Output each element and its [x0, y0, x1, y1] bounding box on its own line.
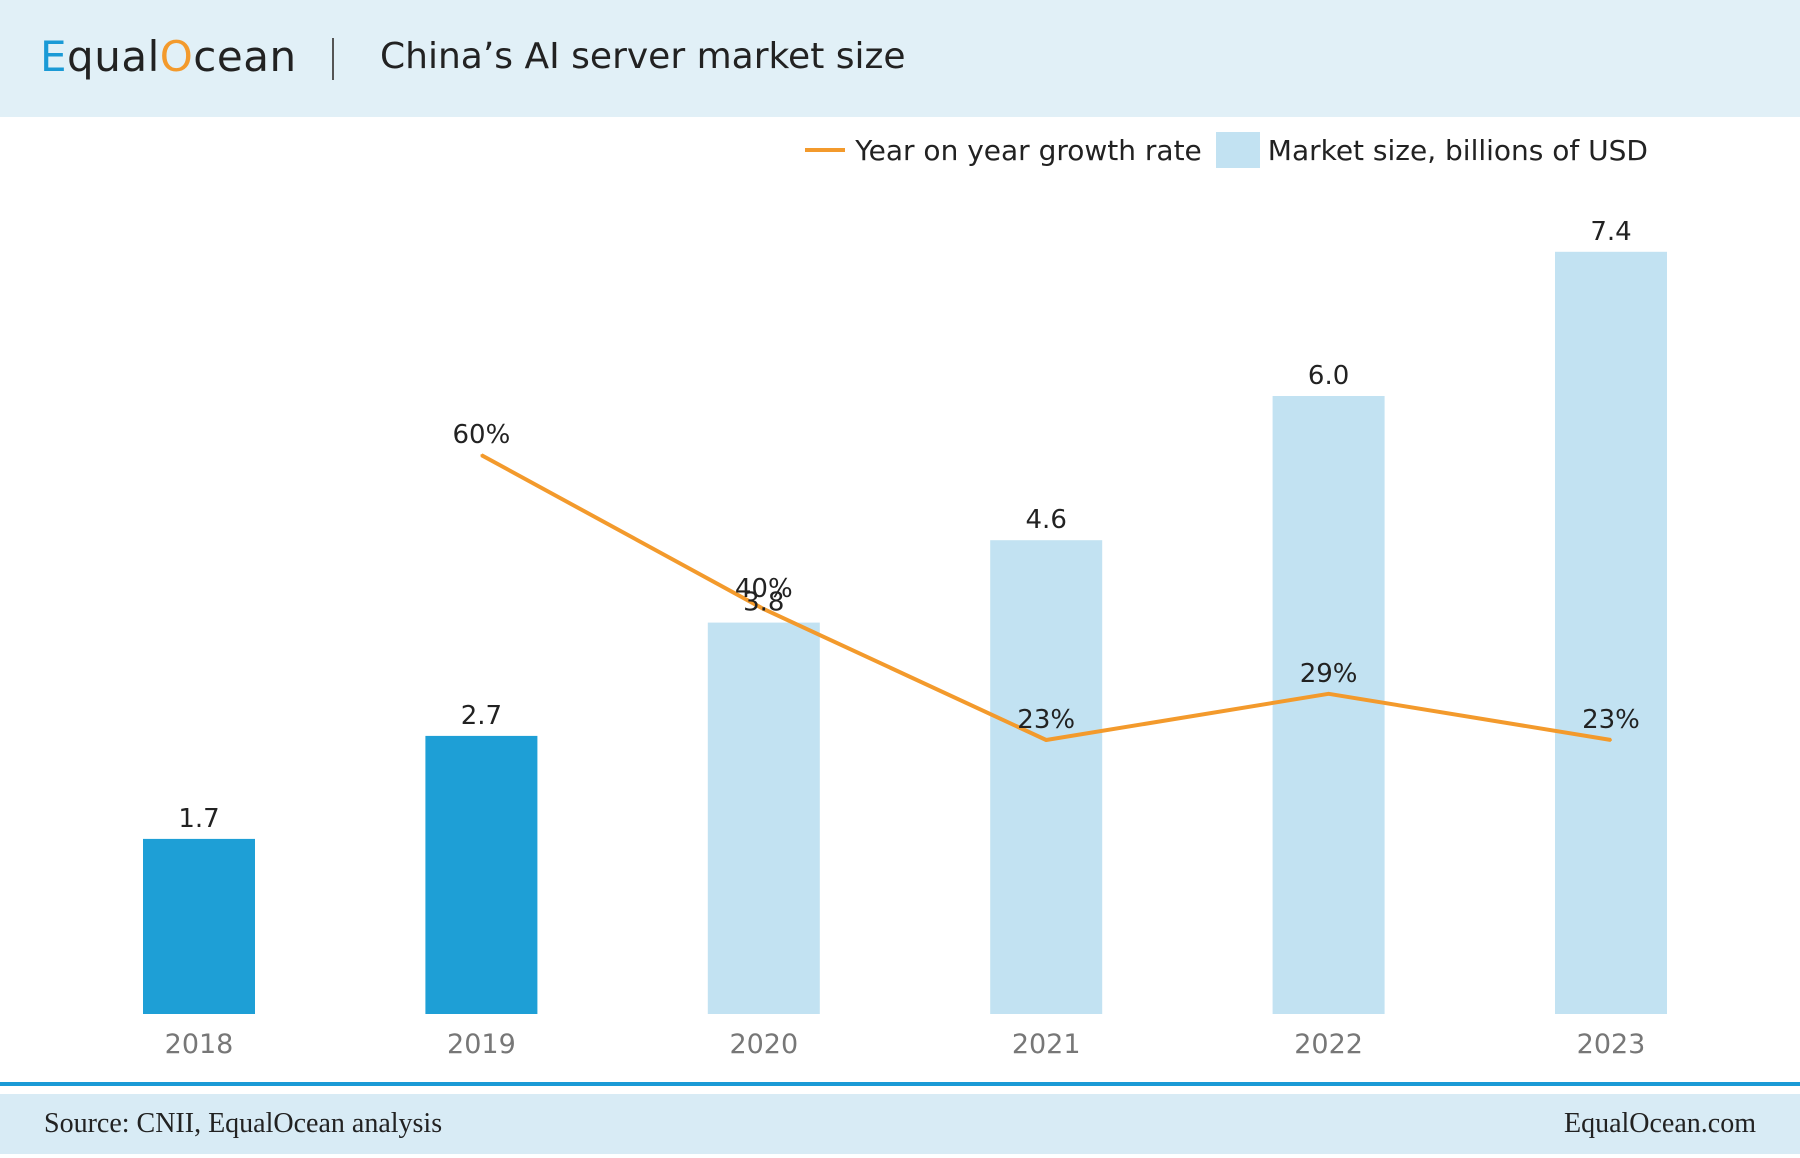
bar-layer: [143, 251, 1667, 1015]
growth-point-2019: [480, 454, 483, 457]
legend-bar-swatch: [1215, 132, 1260, 168]
bar-2021: [990, 540, 1103, 1014]
bottom-rule: [0, 1082, 1800, 1086]
bar-value-label-2022: 6.0: [1308, 361, 1349, 391]
site-url: EqualOcean.com: [1563, 1108, 1756, 1139]
bar-2019: [425, 735, 538, 1014]
brand-logo-ring: O: [159, 32, 194, 81]
bar-value-label-2020: 3.8: [743, 588, 784, 618]
label-layer: 1.7 2018 2.7 2019 3.8 2020 4.6 2021 6.0 2022 7.4 20…: [165, 217, 1646, 1060]
bar-2023: [1555, 251, 1667, 1015]
x-tick-label-2022: 2022: [1294, 1029, 1363, 1060]
x-tick-label-2018: 2018: [165, 1029, 234, 1060]
growth-point-2021: [1045, 739, 1048, 741]
brand-logo-qual: qual: [67, 32, 160, 81]
chart-canvas: 1.7 2018 2.7 2019 3.8 2020 4.6 2021 6.0 2022 7.4 20…: [143, 217, 1667, 1060]
growth-label-2021: 23%: [1017, 705, 1075, 735]
x-tick-label-2020: 2020: [729, 1029, 798, 1060]
growth-label-2023: 23%: [1582, 705, 1640, 735]
growth-label-2020: 40%: [735, 574, 793, 604]
source-note: Source: CNII, EqualOcean analysis: [44, 1108, 443, 1139]
chart-legend: Year on year growth rate Market size, bi…: [805, 128, 1648, 172]
x-tick-label-2019: 2019: [447, 1029, 516, 1060]
header-divider: [332, 38, 334, 80]
footer-bar: Source: CNII, EqualOcean analysis EqualO…: [0, 1094, 1800, 1154]
bar-value-label-2021: 4.6: [1026, 505, 1067, 535]
brand-logo-e: E: [40, 32, 68, 81]
x-tick-label-2023: 2023: [1577, 1029, 1646, 1060]
bar-2022: [1272, 396, 1385, 1014]
bar-2018: [143, 838, 255, 1014]
growth-label-2019: 60%: [453, 420, 511, 450]
growth-point-2023: [1610, 739, 1612, 741]
growth-label-2022: 29%: [1300, 659, 1358, 689]
bar-value-label-2018: 1.7: [178, 804, 219, 834]
x-tick-label-2021: 2021: [1012, 1029, 1081, 1060]
bar-2020: [707, 622, 820, 1014]
bar-value-label-2019: 2.7: [461, 701, 502, 731]
page-title: China’s AI server market size: [380, 36, 906, 77]
brand-logo-cean: cean: [193, 32, 297, 81]
legend-line-label: Year on year growth rate: [855, 133, 1202, 167]
brand-logo: EqualOcean: [40, 30, 297, 84]
growth-point-2022: [1327, 692, 1330, 695]
legend-line-swatch: [805, 148, 846, 152]
legend-bar-label: Market size, billions of USD: [1267, 133, 1648, 167]
bar-value-label-2023: 7.4: [1590, 217, 1631, 247]
line-layer: [480, 453, 1612, 742]
growth-point-2020: [762, 608, 765, 611]
header-bar: EqualOcean China’s AI server market size: [0, 0, 1800, 117]
